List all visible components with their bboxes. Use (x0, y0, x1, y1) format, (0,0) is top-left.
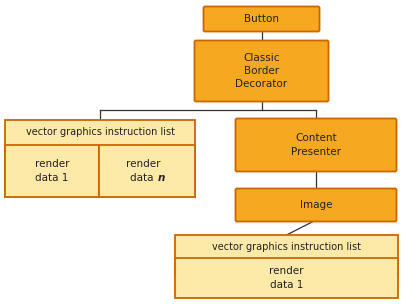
Text: render
data: render data (126, 159, 160, 183)
FancyBboxPatch shape (175, 235, 398, 275)
Text: Classic
Border
Decorator: Classic Border Decorator (235, 53, 288, 89)
Text: Button: Button (244, 14, 279, 24)
Text: Image: Image (300, 200, 332, 210)
FancyBboxPatch shape (235, 119, 397, 171)
FancyBboxPatch shape (203, 6, 320, 32)
Text: render
data 1: render data 1 (35, 159, 69, 183)
Text: n: n (157, 173, 165, 183)
FancyBboxPatch shape (175, 258, 398, 298)
FancyBboxPatch shape (194, 40, 328, 102)
Text: Content
Presenter: Content Presenter (291, 133, 341, 157)
FancyBboxPatch shape (235, 188, 397, 222)
FancyBboxPatch shape (5, 120, 195, 197)
Text: vector graphics instruction list: vector graphics instruction list (26, 127, 174, 137)
Text: vector graphics instruction list: vector graphics instruction list (212, 242, 361, 252)
Text: render
data 1: render data 1 (269, 266, 304, 290)
FancyBboxPatch shape (99, 145, 195, 197)
FancyBboxPatch shape (5, 145, 99, 197)
